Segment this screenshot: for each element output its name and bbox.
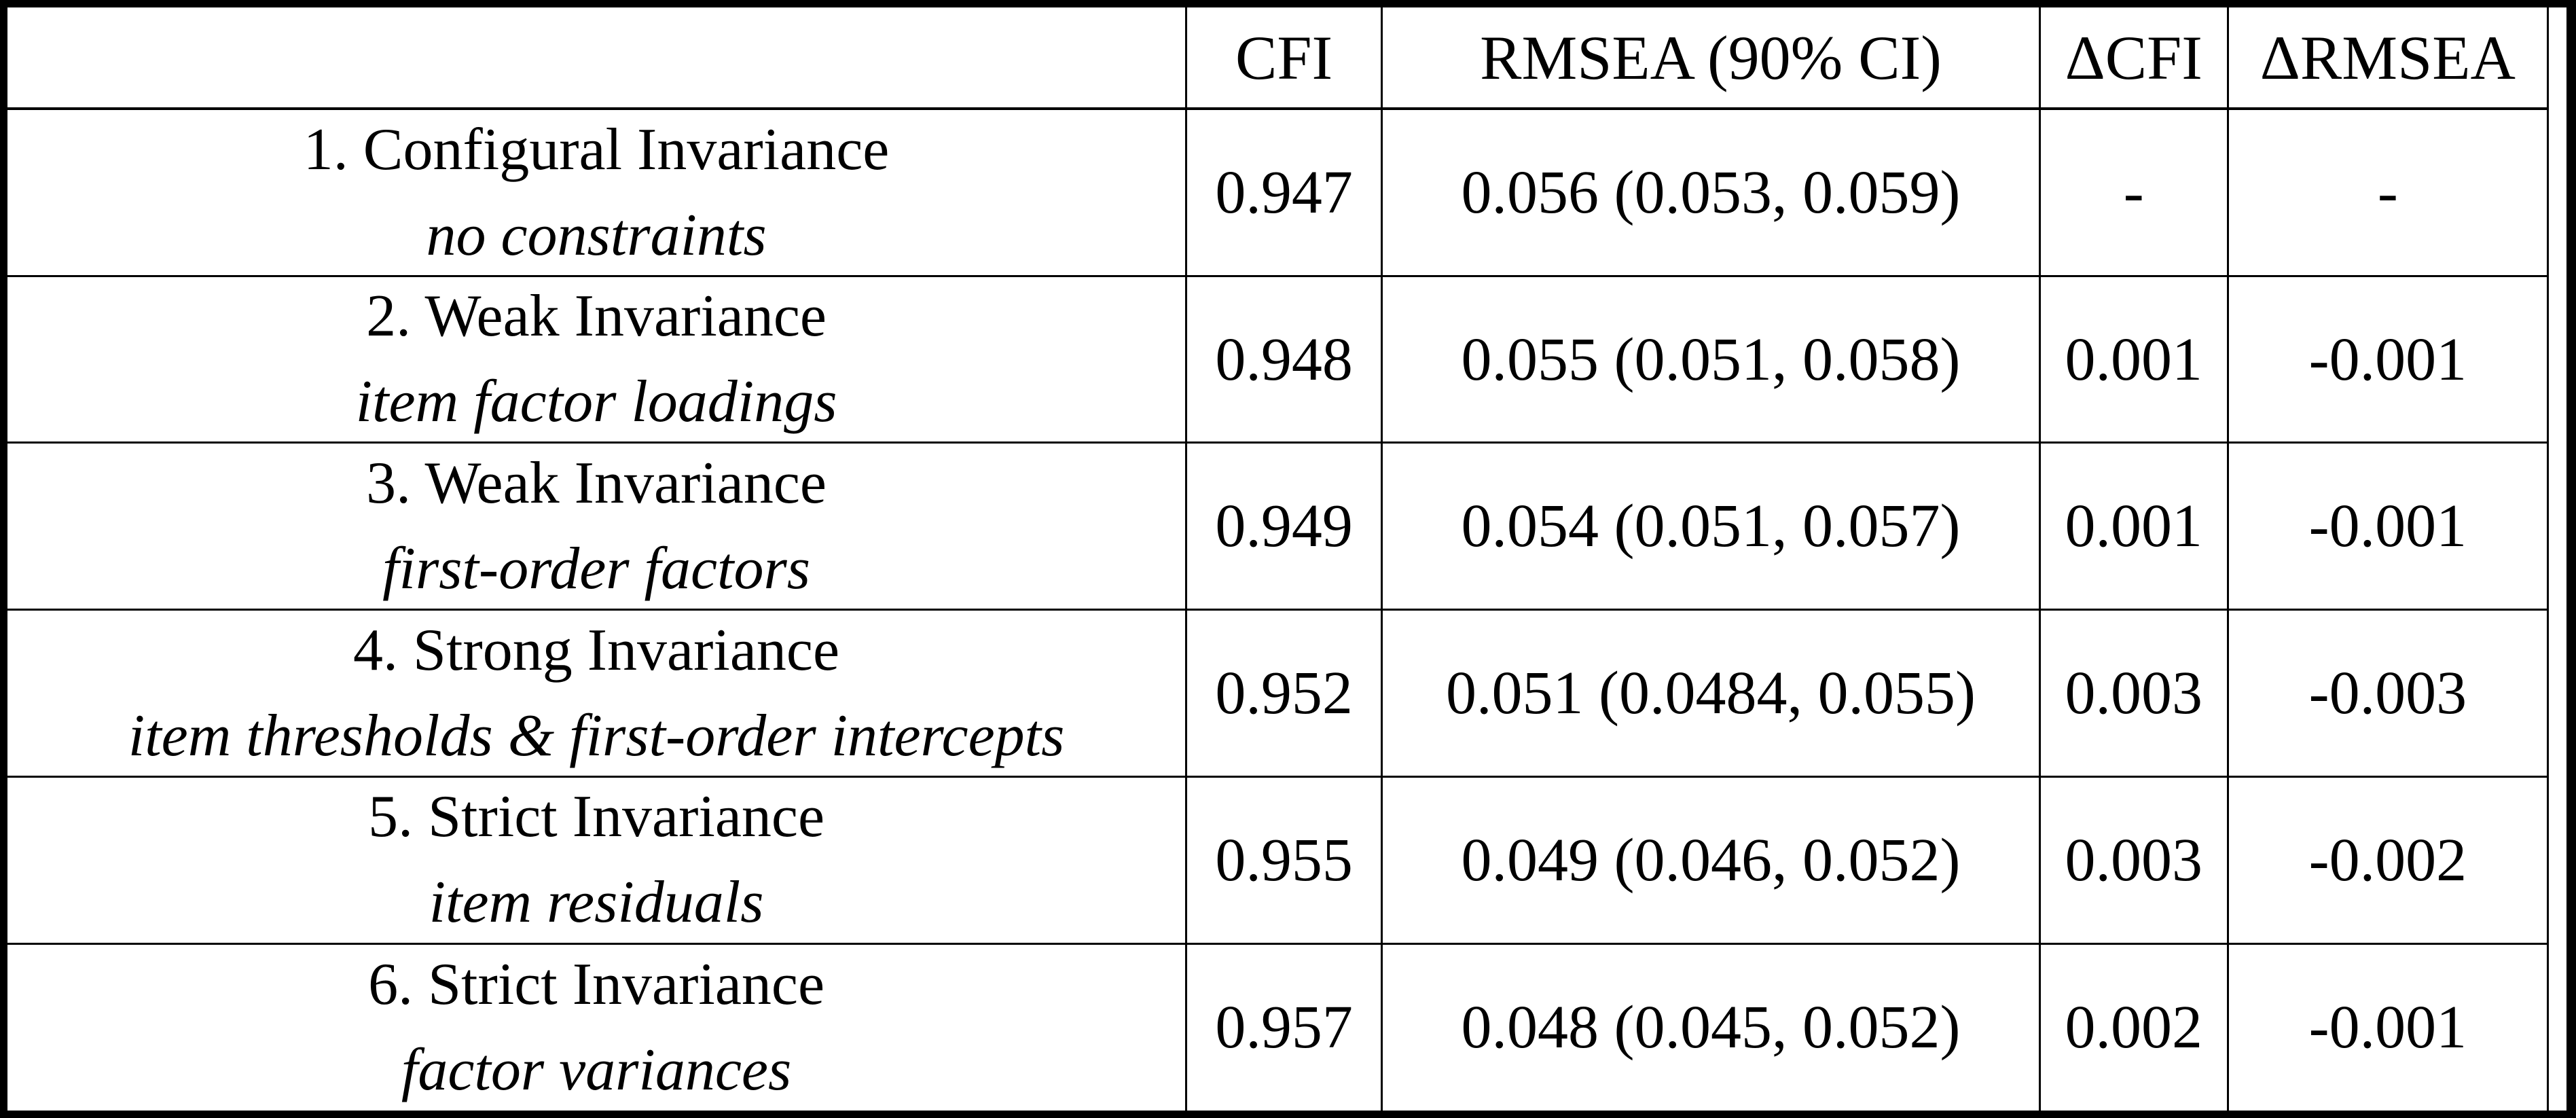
header-cell-model xyxy=(7,7,1188,111)
model-constraints: item factor loadings xyxy=(355,369,837,435)
model-name: 5. Strict Invariance xyxy=(368,784,825,850)
invariance-fit-table: CFI RMSEA (90% CI) ΔCFI ΔRMSEA 1. Config… xyxy=(7,7,2550,1111)
cfi-value: 0.947 xyxy=(1185,107,1383,277)
model-constraints: factor variances xyxy=(401,1036,792,1103)
header-cell-rmsea: RMSEA (90% CI) xyxy=(1381,7,2041,111)
model-name: 2. Weak Invariance xyxy=(366,283,827,350)
cfi-value: 0.952 xyxy=(1185,609,1383,778)
delta-cfi-value: 0.001 xyxy=(2038,441,2229,611)
model-constraints: item thresholds & first-order intercepts xyxy=(128,702,1065,769)
model-label-cell: 5. Strict Invariance item residuals xyxy=(7,775,1188,945)
model-label-cell: 6. Strict Invariance factor variances xyxy=(7,942,1188,1111)
table-row-configural: 1. Configural Invariance no constraints … xyxy=(7,107,2550,277)
model-name: 1. Configural Invariance xyxy=(303,116,890,183)
rmsea-value: 0.054 (0.051, 0.057) xyxy=(1381,441,2041,611)
model-label-cell: 1. Configural Invariance no constraints xyxy=(7,107,1188,277)
delta-cfi-value: 0.001 xyxy=(2038,274,2229,444)
model-label-cell: 3. Weak Invariance first-order factors xyxy=(7,441,1188,611)
rmsea-value: 0.056 (0.053, 0.059) xyxy=(1381,107,2041,277)
cfi-value: 0.948 xyxy=(1185,274,1383,444)
delta-rmsea-value: -0.001 xyxy=(2226,274,2550,444)
model-label-cell: 4. Strong Invariance item thresholds & f… xyxy=(7,609,1188,778)
model-label-cell: 2. Weak Invariance item factor loadings xyxy=(7,274,1188,444)
delta-rmsea-value: -0.001 xyxy=(2226,441,2550,611)
model-constraints: item residuals xyxy=(429,869,764,936)
table-header: CFI RMSEA (90% CI) ΔCFI ΔRMSEA xyxy=(7,7,2550,111)
header-cell-delta-rmsea: ΔRMSEA xyxy=(2226,7,2550,111)
table-row-strong: 4. Strong Invariance item thresholds & f… xyxy=(7,609,2550,778)
rmsea-value: 0.051 (0.0484, 0.055) xyxy=(1381,609,2041,778)
model-constraints: no constraints xyxy=(426,202,767,268)
table-row-weak-loadings: 2. Weak Invariance item factor loadings … xyxy=(7,274,2550,444)
cfi-value: 0.955 xyxy=(1185,775,1383,945)
delta-rmsea-value: -0.002 xyxy=(2226,775,2550,945)
model-constraints: first-order factors xyxy=(382,535,810,602)
cfi-value: 0.949 xyxy=(1185,441,1383,611)
delta-cfi-value: 0.003 xyxy=(2038,609,2229,778)
header-row: CFI RMSEA (90% CI) ΔCFI ΔRMSEA xyxy=(7,7,2550,111)
rmsea-value: 0.049 (0.046, 0.052) xyxy=(1381,775,2041,945)
table-row-weak-factors: 3. Weak Invariance first-order factors 0… xyxy=(7,441,2550,611)
model-name: 4. Strong Invariance xyxy=(353,617,840,683)
table-row-strict-residuals: 5. Strict Invariance item residuals 0.95… xyxy=(7,775,2550,945)
header-cell-delta-cfi: ΔCFI xyxy=(2038,7,2229,111)
cfi-value: 0.957 xyxy=(1185,942,1383,1111)
table-row-strict-variances: 6. Strict Invariance factor variances 0.… xyxy=(7,942,2550,1111)
delta-rmsea-value: -0.003 xyxy=(2226,609,2550,778)
rmsea-value: 0.048 (0.045, 0.052) xyxy=(1381,942,2041,1111)
model-name: 3. Weak Invariance xyxy=(366,450,827,516)
model-name: 6. Strict Invariance xyxy=(368,951,825,1017)
delta-rmsea-value: -0.001 xyxy=(2226,942,2550,1111)
delta-cfi-value: - xyxy=(2038,107,2229,277)
rmsea-value: 0.055 (0.051, 0.058) xyxy=(1381,274,2041,444)
delta-cfi-value: 0.002 xyxy=(2038,942,2229,1111)
delta-rmsea-value: - xyxy=(2226,107,2550,277)
delta-cfi-value: 0.003 xyxy=(2038,775,2229,945)
header-cell-cfi: CFI xyxy=(1185,7,1383,111)
table-body: 1. Configural Invariance no constraints … xyxy=(7,107,2550,1111)
